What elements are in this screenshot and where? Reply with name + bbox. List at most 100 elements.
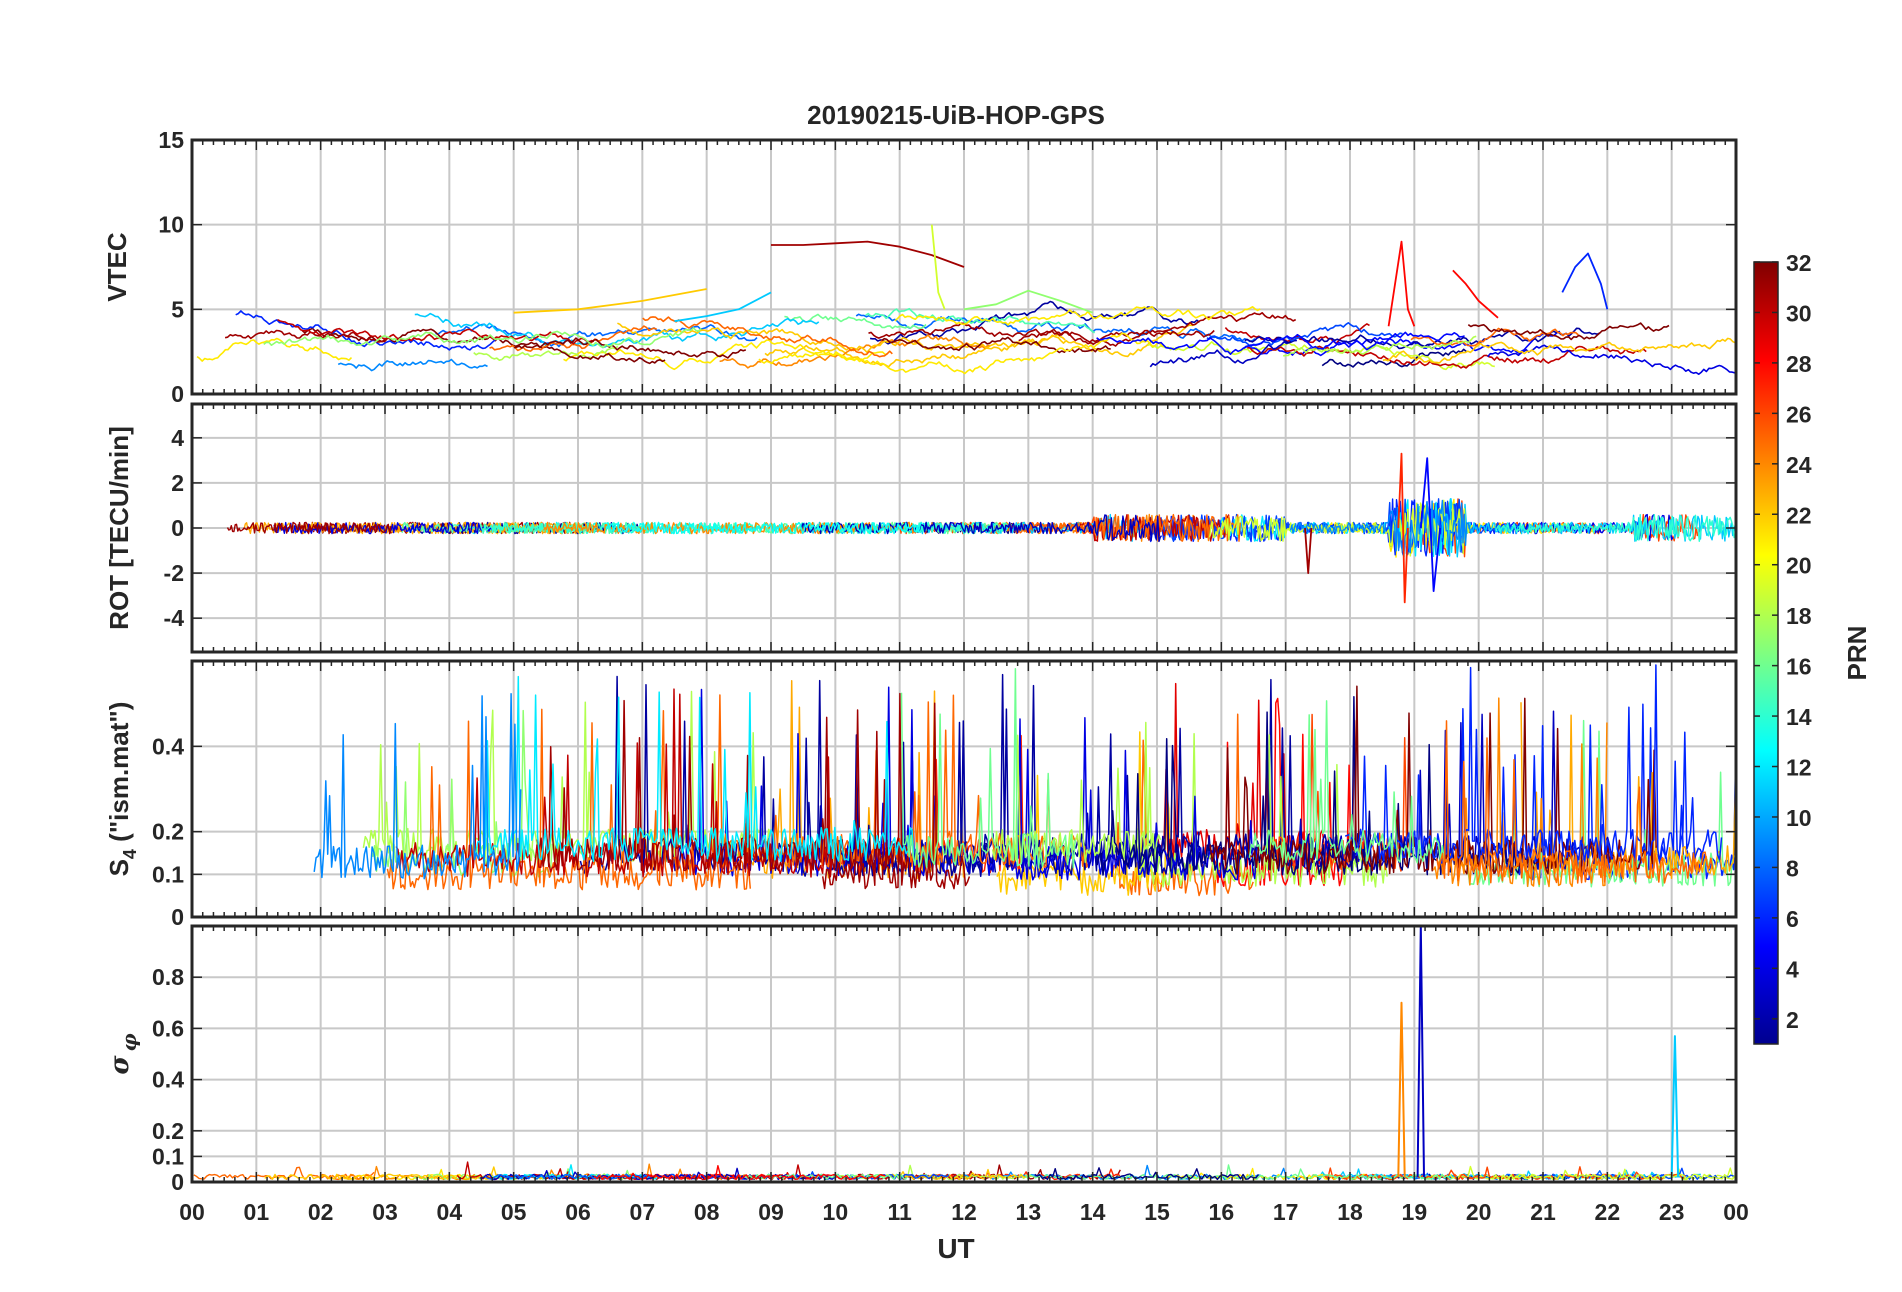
colorbar-scale — [1753, 261, 1779, 1045]
y-tick-label: 0.2 — [152, 1118, 184, 1144]
vtec-series — [771, 240, 965, 268]
sigphi-series — [670, 1171, 950, 1181]
rot-series — [1513, 513, 1674, 542]
colorbar-tick-label: 6 — [1786, 906, 1799, 932]
colorbar-tick-label: 20 — [1786, 553, 1812, 579]
panel-frame — [190, 402, 1738, 654]
y-tick-label: 0 — [171, 1169, 184, 1195]
y-tick-label: 0.6 — [152, 1015, 184, 1041]
x-tick-label: 00 — [179, 1199, 205, 1225]
x-tick-label: 12 — [951, 1199, 977, 1225]
x-axis-label: UT — [937, 1233, 974, 1264]
colorbar-tick-label: 8 — [1786, 855, 1799, 881]
s4-series — [386, 708, 752, 891]
rot-series — [273, 521, 494, 535]
sigphi-series — [1670, 1035, 1680, 1177]
y-axis-label-vtec: VTEC — [102, 232, 132, 302]
panel-sigphi: 00.10.2 0.4 0.6 0.8 σφ — [105, 924, 1738, 1195]
vtec-series — [1387, 240, 1416, 327]
y-tick-label: 4 — [171, 425, 184, 451]
panel-frame — [190, 924, 1738, 1184]
x-tick-label: 00 — [1723, 1199, 1749, 1225]
y-tick-label: 0.1 — [152, 1143, 184, 1169]
s4-series — [1248, 700, 1446, 864]
chart-title: 20190215-UiB-HOP-GPS — [807, 100, 1105, 130]
panel-vtec: 0 5 10 15 VTEC — [102, 127, 1738, 407]
colorbar-tick-label: 26 — [1786, 401, 1812, 427]
sigphi-series — [1397, 1001, 1406, 1177]
panel-data-vtec — [196, 224, 1736, 376]
vtec-series — [1224, 323, 1370, 345]
colorbar-label: PRN — [1842, 626, 1872, 681]
y-tick-label: 10 — [158, 212, 184, 238]
vtec-series — [1243, 330, 1561, 357]
rot-series — [1397, 452, 1409, 604]
vtec-series — [1206, 321, 1403, 348]
y-tick-label: 0.1 — [152, 861, 184, 887]
x-tick-label: 19 — [1402, 1199, 1428, 1225]
vtec-series — [1096, 331, 1465, 356]
panel-data-rot — [226, 452, 1736, 604]
sigphi-series — [479, 1167, 836, 1181]
x-tick-label: 20 — [1466, 1199, 1492, 1225]
vtec-series — [196, 337, 353, 362]
sigphi-series — [1485, 1169, 1736, 1181]
y-tick-label: 0.8 — [152, 964, 184, 990]
rot-series — [1495, 514, 1736, 542]
x-tick-label: 05 — [501, 1199, 527, 1225]
colorbar-tick-label: 30 — [1786, 300, 1812, 326]
rot-series — [1304, 527, 1313, 574]
vtec-series — [337, 358, 488, 372]
x-tick-label: 06 — [565, 1199, 591, 1225]
sigphi-series — [484, 1173, 651, 1181]
y-tick-label: 0.4 — [152, 733, 184, 759]
panel-frame — [190, 659, 1738, 919]
y-axis-label-rot: ROT [TECU/min] — [104, 426, 134, 630]
colorbar-tick-label: 16 — [1786, 654, 1812, 680]
vtec-series — [473, 345, 619, 362]
y-tick-label: 0 — [171, 904, 184, 930]
vtec-series — [1452, 269, 1499, 319]
rot-series — [1289, 499, 1472, 556]
vtec-series — [930, 224, 946, 310]
s4-series — [313, 693, 522, 880]
vtec-series — [235, 310, 497, 351]
x-tick-label: 07 — [630, 1199, 656, 1225]
vtec-series — [513, 288, 707, 314]
vtec-series — [868, 311, 1297, 347]
vtec-series — [1018, 329, 1215, 346]
colorbar-tick-label: 22 — [1786, 502, 1812, 528]
s4-series — [796, 720, 1200, 878]
panel-frame — [190, 138, 1738, 396]
vtec-series — [869, 300, 1200, 345]
s4-series — [900, 667, 1076, 869]
y-tick-label: 0 — [171, 515, 184, 541]
vtec-series — [855, 313, 1256, 343]
vtec-series — [963, 289, 1094, 314]
x-tick-label: 02 — [308, 1199, 334, 1225]
vtec-series — [642, 316, 893, 358]
colorbar-tick-label: 18 — [1786, 603, 1812, 629]
vtec-series — [224, 329, 388, 343]
vtec-series — [617, 322, 1066, 354]
s4-series — [991, 734, 1162, 864]
vtec-series — [513, 337, 747, 359]
vtec-series — [1382, 337, 1736, 364]
colorbar-tick-label: 2 — [1786, 1007, 1799, 1033]
rot-series — [606, 521, 923, 535]
s4-series — [1344, 664, 1723, 864]
x-tick-label: 10 — [823, 1199, 849, 1225]
colorbar-tick-label: 12 — [1786, 755, 1812, 781]
x-tick-label: 21 — [1530, 1199, 1556, 1225]
y-axis-label-s4: S4 ("ism.mat") — [104, 702, 140, 877]
s4-series — [1436, 720, 1714, 884]
y-tick-label: 0.4 — [152, 1067, 184, 1093]
colorbar-tick-label: 28 — [1786, 351, 1812, 377]
vtec-series — [414, 312, 820, 349]
vtec-series — [1561, 252, 1609, 310]
y-tick-label: -2 — [164, 560, 184, 586]
y-tick-label: 0.2 — [152, 819, 184, 845]
vtec-series — [1410, 327, 1579, 347]
